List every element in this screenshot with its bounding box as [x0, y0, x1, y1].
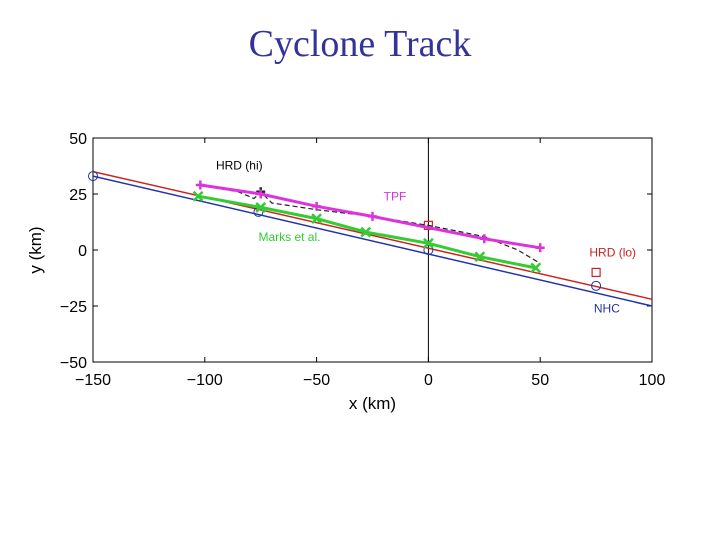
plus-marker	[312, 201, 322, 211]
series-hrd-hi	[197, 184, 541, 264]
y-tick-label: −25	[60, 299, 87, 316]
x-axis-label: x (km)	[349, 394, 396, 413]
y-tick-label: 25	[69, 187, 87, 204]
x-marker	[360, 226, 372, 238]
x-tick-label: −150	[75, 372, 111, 389]
series-line	[200, 183, 541, 250]
x-marker	[474, 251, 486, 263]
y-tick-label: 50	[69, 131, 87, 148]
annotation-label: Marks et al.	[258, 230, 320, 244]
series-line	[92, 170, 653, 301]
plus-marker	[195, 180, 205, 190]
y-tick-label: 0	[78, 243, 87, 260]
plot-frame	[92, 137, 653, 363]
slide-title: Cyclone Track	[248, 23, 472, 65]
annotation-label: NHC	[594, 302, 620, 316]
circle-marker	[88, 171, 98, 182]
x-tick-label: 100	[639, 372, 666, 389]
plus-marker	[479, 234, 489, 244]
annotation-label: TPF	[384, 190, 407, 204]
x-tick-label: −50	[303, 372, 330, 389]
circle-marker	[423, 245, 434, 255]
series-hrd-lo	[92, 170, 653, 301]
x-tick-label: 0	[424, 372, 433, 389]
series-tpf	[195, 180, 545, 253]
y-tick-label: −50	[60, 355, 87, 372]
plus-marker	[368, 211, 377, 221]
annotation-label: HRD (hi)	[216, 158, 263, 172]
plus-marker	[535, 243, 545, 253]
x-tick-label: −100	[187, 372, 223, 389]
x-marker	[423, 237, 434, 249]
square-marker	[591, 267, 601, 277]
circle-marker	[591, 280, 602, 291]
x-marker	[311, 213, 322, 225]
plus-marker	[256, 189, 266, 199]
annotation-label: HRD (lo)	[589, 246, 636, 260]
series-line	[92, 175, 653, 307]
series-nhc	[88, 171, 653, 307]
plot-area: HRD (hi) TPF Marks et al. HRD (lo) NHC	[88, 138, 653, 362]
axis-ticks: −150 −100 −50 0 50 100 −50 −25 0 25 50	[60, 131, 666, 389]
x-tick-label: 50	[531, 372, 549, 389]
x-marker	[255, 202, 267, 213]
series-marks-et-al	[192, 190, 542, 274]
y-axis-label: y (km)	[26, 226, 45, 273]
series-line	[197, 184, 541, 264]
x-marker	[192, 190, 204, 202]
x-marker	[530, 262, 542, 274]
